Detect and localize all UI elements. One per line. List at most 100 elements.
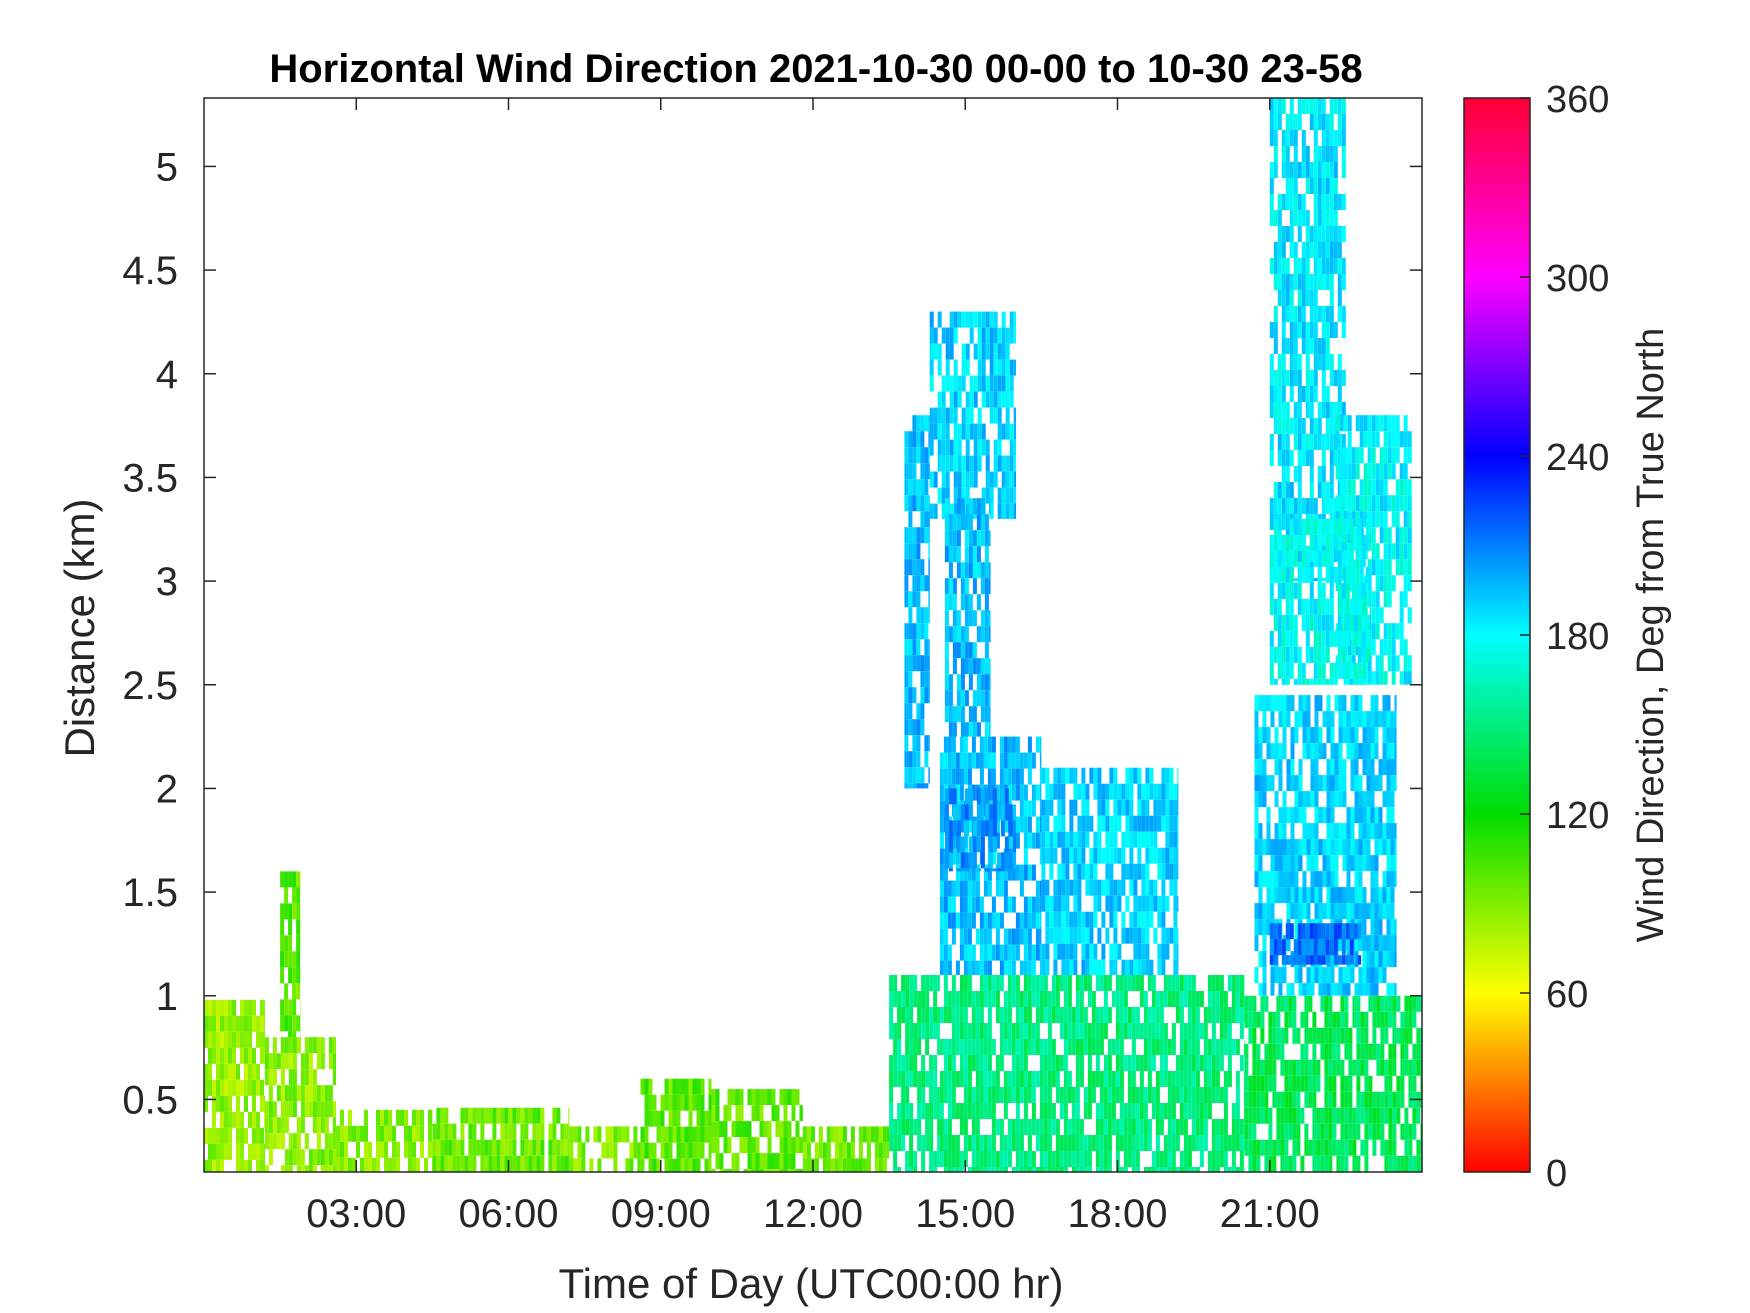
heatmap-cell bbox=[980, 706, 985, 723]
heatmap-cell bbox=[1009, 375, 1014, 392]
heatmap-cell bbox=[901, 1103, 906, 1119]
heatmap-cell bbox=[943, 1071, 948, 1087]
heatmap-cell bbox=[1053, 911, 1058, 928]
heatmap-cell bbox=[1309, 306, 1314, 322]
heatmap-cell bbox=[963, 832, 968, 849]
heatmap-cell bbox=[456, 1155, 461, 1172]
heatmap-cell bbox=[968, 610, 973, 627]
heatmap-cell bbox=[1340, 1075, 1345, 1092]
heatmap-cell bbox=[296, 1015, 301, 1032]
heatmap-cell bbox=[1278, 855, 1283, 872]
heatmap-cell bbox=[1338, 775, 1343, 792]
heatmap-cell bbox=[1313, 98, 1318, 114]
heatmap-cell bbox=[1396, 1027, 1401, 1044]
heatmap-cell bbox=[983, 928, 988, 945]
heatmap-cell bbox=[928, 543, 930, 560]
heatmap-cell bbox=[1355, 639, 1360, 656]
heatmap-cell bbox=[1394, 775, 1397, 792]
heatmap-cell bbox=[1394, 935, 1397, 952]
heatmap-cell bbox=[676, 1110, 681, 1127]
heatmap-cell bbox=[1039, 912, 1042, 929]
heatmap-cell bbox=[1011, 1167, 1016, 1172]
heatmap-cell bbox=[1384, 995, 1389, 1012]
heatmap-cell bbox=[1281, 939, 1286, 956]
heatmap-cell bbox=[1408, 995, 1413, 1012]
heatmap-cell bbox=[943, 975, 948, 991]
heatmap-cell bbox=[1281, 226, 1286, 242]
heatmap-cell bbox=[1329, 630, 1334, 647]
heatmap-cell bbox=[1105, 831, 1110, 848]
heatmap-cell bbox=[1219, 1023, 1224, 1039]
heatmap-cell bbox=[340, 1141, 344, 1158]
heatmap-cell bbox=[1285, 534, 1290, 551]
heatmap-cell bbox=[1294, 967, 1299, 984]
heatmap-cell bbox=[1321, 322, 1326, 338]
heatmap-cell bbox=[1123, 1055, 1128, 1071]
heatmap-cell bbox=[1379, 559, 1384, 576]
heatmap-cell bbox=[268, 1117, 273, 1134]
heatmap-cell bbox=[1337, 226, 1342, 242]
heatmap-cell bbox=[1305, 498, 1310, 514]
heatmap-cell bbox=[1293, 582, 1298, 599]
heatmap-cell bbox=[1049, 799, 1054, 816]
heatmap-cell bbox=[1390, 935, 1395, 952]
heatmap-cell bbox=[1269, 210, 1274, 226]
heatmap-cell bbox=[1403, 463, 1408, 480]
heatmap-cell bbox=[1314, 871, 1319, 888]
heatmap-cell bbox=[968, 658, 973, 675]
heatmap-cell bbox=[964, 626, 969, 643]
heatmap-cell bbox=[1312, 1011, 1317, 1028]
heatmap-cell bbox=[933, 343, 938, 360]
heatmap-cell bbox=[908, 703, 913, 720]
heatmap-cell bbox=[296, 887, 301, 904]
heatmap-cell bbox=[1350, 727, 1355, 744]
heatmap-cell bbox=[1320, 1123, 1325, 1140]
heatmap-cell bbox=[512, 1123, 517, 1140]
heatmap-cell bbox=[1284, 1027, 1289, 1044]
heatmap-cell bbox=[1278, 887, 1283, 904]
heatmap-cell bbox=[1145, 959, 1150, 975]
heatmap-cell bbox=[1073, 911, 1078, 928]
heatmap-cell bbox=[1191, 991, 1196, 1007]
heatmap-cell bbox=[1354, 951, 1359, 968]
heatmap-cell bbox=[963, 928, 968, 945]
heatmap-cell bbox=[1301, 662, 1306, 679]
heatmap-cell bbox=[944, 530, 949, 547]
heatmap-cell bbox=[1329, 242, 1334, 258]
heatmap-cell bbox=[989, 327, 994, 344]
heatmap-cell bbox=[532, 1123, 537, 1140]
heatmap-cell bbox=[1354, 839, 1359, 856]
heatmap-cell bbox=[1404, 1043, 1409, 1060]
heatmap-cell bbox=[1348, 1059, 1353, 1076]
heatmap-cell bbox=[484, 1155, 489, 1172]
heatmap-cell bbox=[1277, 98, 1282, 114]
heatmap-cell bbox=[1273, 566, 1278, 583]
heatmap-cell bbox=[1019, 912, 1024, 929]
heatmap-cell bbox=[882, 1126, 887, 1143]
heatmap-cell bbox=[1326, 695, 1331, 712]
heatmap-cell bbox=[947, 1055, 952, 1071]
heatmap-cell bbox=[920, 607, 925, 624]
heatmap-cell bbox=[1087, 1151, 1092, 1167]
heatmap-cell bbox=[1289, 290, 1294, 306]
heatmap-cell bbox=[1175, 1167, 1180, 1172]
heatmap-cell bbox=[1317, 482, 1322, 498]
heatmap-cell bbox=[905, 1007, 910, 1023]
heatmap-cell bbox=[1117, 895, 1122, 912]
heatmap-cell bbox=[917, 1135, 922, 1151]
heatmap-cell bbox=[951, 1007, 956, 1023]
heatmap-cell bbox=[975, 1087, 980, 1103]
heatmap-cell bbox=[1408, 1155, 1413, 1172]
heatmap-cell bbox=[948, 562, 953, 579]
heatmap-cell bbox=[464, 1107, 469, 1124]
heatmap-cell bbox=[959, 816, 964, 833]
heatmap-cell bbox=[1333, 178, 1338, 194]
heatmap-cell bbox=[1266, 903, 1271, 920]
heatmap-cell bbox=[1262, 903, 1267, 920]
heatmap-cell bbox=[980, 836, 985, 853]
heatmap-cell bbox=[727, 1169, 732, 1172]
heatmap-cell bbox=[771, 1153, 776, 1170]
heatmap-cell bbox=[1379, 495, 1384, 512]
heatmap-cell bbox=[1399, 607, 1404, 624]
heatmap-cell bbox=[1313, 923, 1318, 940]
